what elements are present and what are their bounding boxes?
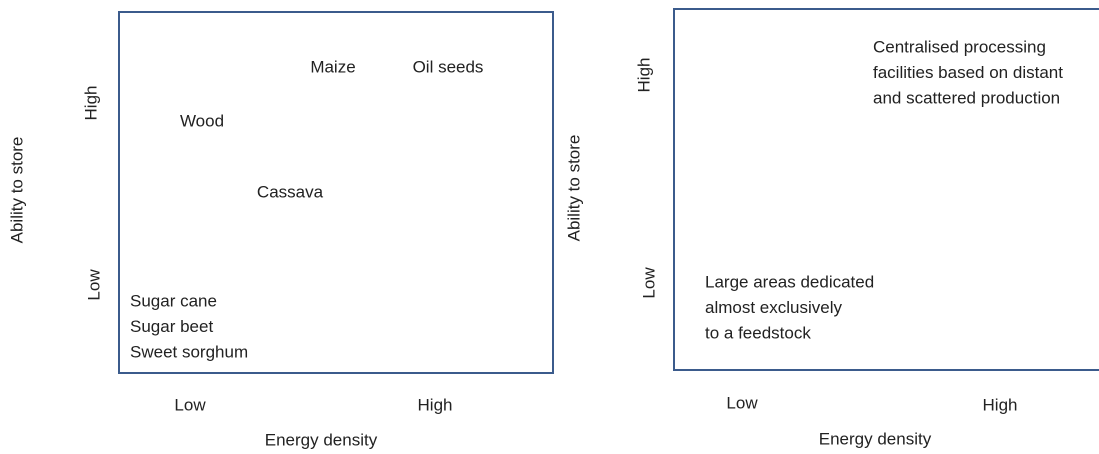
- y-low-label: Low: [84, 269, 103, 301]
- y-high-label: High: [634, 58, 653, 93]
- item-label: facilities based on distant: [873, 63, 1063, 82]
- item-label: Sweet sorghum: [130, 342, 248, 361]
- item-label: Oil seeds: [413, 57, 484, 76]
- panel-box: [118, 11, 554, 374]
- item-label: almost exclusively: [705, 298, 842, 317]
- item-label: and scattered production: [873, 88, 1060, 107]
- item-label: Centralised processing: [873, 37, 1046, 56]
- x-axis-label: Energy density: [265, 430, 378, 449]
- item-label: to a feedstock: [705, 323, 811, 342]
- item-label: Sugar beet: [130, 317, 213, 336]
- y-low-label: Low: [639, 267, 658, 299]
- x-low-label: Low: [726, 393, 758, 412]
- x-axis-label: Energy density: [819, 429, 932, 448]
- y-axis-label: Ability to store: [564, 135, 583, 242]
- x-high-label: High: [418, 395, 453, 414]
- x-high-label: High: [983, 395, 1018, 414]
- item-label: Large areas dedicated: [705, 272, 874, 291]
- item-label: Maize: [310, 57, 355, 76]
- item-label: Wood: [180, 111, 224, 130]
- y-axis-label: Ability to store: [7, 137, 26, 244]
- y-high-label: High: [81, 86, 100, 121]
- item-label: Sugar cane: [130, 291, 217, 310]
- panel-box: [673, 8, 1099, 371]
- item-label: Cassava: [257, 182, 324, 201]
- x-low-label: Low: [174, 395, 206, 414]
